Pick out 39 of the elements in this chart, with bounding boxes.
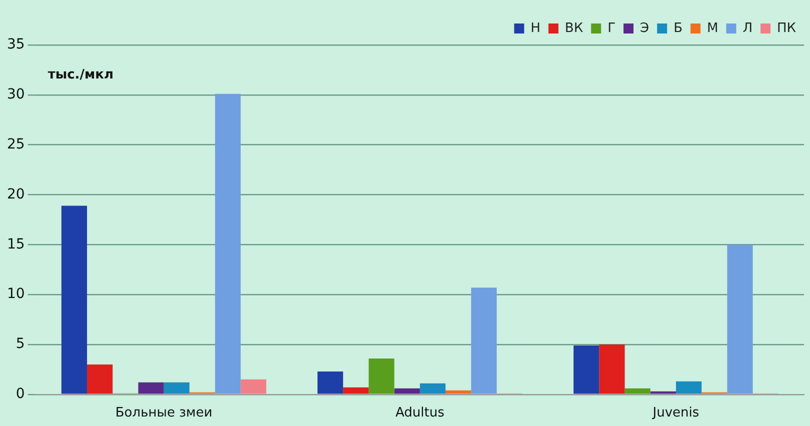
legend-label: Э <box>640 20 650 36</box>
bar <box>420 383 446 394</box>
bar <box>574 345 600 394</box>
legend-label: М <box>707 20 718 36</box>
legend-label: ПК <box>776 20 796 36</box>
bar <box>446 390 472 394</box>
bar <box>240 379 266 394</box>
bar <box>599 344 625 394</box>
legend-label: Г <box>608 20 616 36</box>
x-tick-label: Adultus <box>395 406 445 421</box>
bar <box>138 382 164 394</box>
bar <box>215 94 241 394</box>
x-tick-label: Больные змеи <box>115 406 212 421</box>
bar <box>727 244 753 394</box>
y-tick-label: 0 <box>16 386 25 402</box>
bar <box>164 382 190 394</box>
bar <box>471 288 497 394</box>
bar <box>61 206 88 394</box>
legend-label: ВК <box>564 20 584 36</box>
y-tick-label: 30 <box>6 86 25 103</box>
legend-label: Н <box>530 20 540 36</box>
y-tick-label: 25 <box>6 136 25 152</box>
legend-label: Л <box>742 20 752 36</box>
bar <box>87 364 113 394</box>
bar <box>624 388 650 394</box>
bar <box>650 391 676 394</box>
bar <box>394 388 420 394</box>
x-tick-label: Juvenis <box>652 406 700 421</box>
y-tick-label: 35 <box>6 36 25 53</box>
legend-label: Б <box>674 20 683 36</box>
bar <box>368 358 394 394</box>
bar <box>676 381 702 394</box>
y-tick-label: 20 <box>6 186 25 202</box>
y-tick-label: 5 <box>16 336 25 352</box>
y-tick-label: 10 <box>6 286 25 302</box>
y-axis-title: тыс./мкл <box>48 67 114 82</box>
bar <box>317 371 344 394</box>
y-tick-label: 15 <box>6 236 25 252</box>
bar <box>343 387 369 394</box>
